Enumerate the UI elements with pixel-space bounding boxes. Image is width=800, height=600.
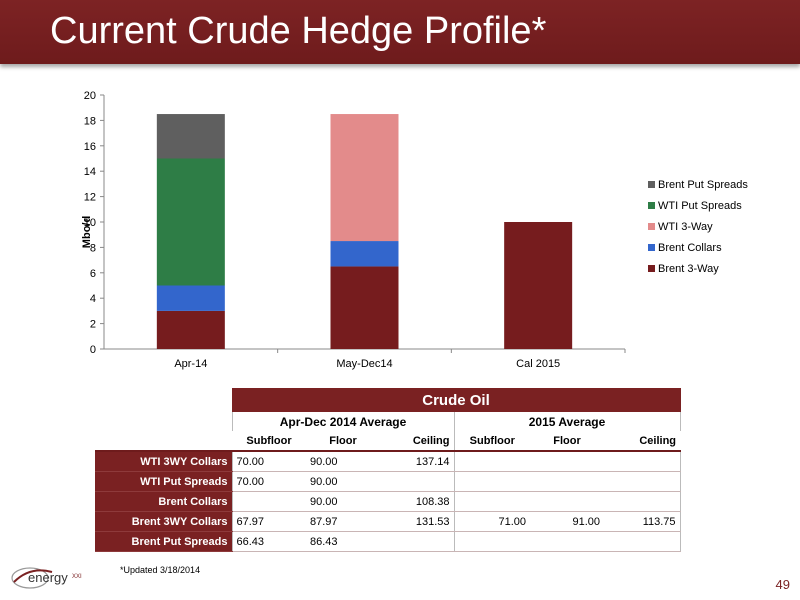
y-tick-label: 4: [90, 293, 96, 305]
legend-label: WTI 3-Way: [658, 221, 713, 233]
table-cell: 90.00: [306, 491, 380, 512]
table-cell: [454, 451, 530, 472]
subheader: Ceiling: [380, 431, 455, 452]
table-cell: 70.00: [231, 471, 306, 492]
table-row: Brent Put Spreads 66.43 86.43: [95, 531, 681, 552]
table-cell: [530, 491, 604, 512]
chart-legend: Brent Put Spreads WTI Put Spreads WTI 3-Wa…: [648, 179, 748, 275]
row-label: Brent Collars: [95, 491, 232, 512]
table-cell: 90.00: [306, 451, 380, 472]
table-corner: [95, 388, 232, 412]
subheader: Floor: [530, 431, 604, 452]
legend-label: Brent 3-Way: [658, 263, 719, 275]
group-header-2014: Apr-Dec 2014 Average: [231, 411, 455, 431]
subheader: Ceiling: [604, 431, 681, 452]
table-cell: 71.00: [454, 511, 530, 532]
table-cell: [380, 471, 455, 492]
table-cell: 90.00: [306, 471, 380, 492]
table-cell: 137.14: [380, 451, 455, 472]
row-label: Brent Put Spreads: [95, 531, 232, 552]
y-tick-label: 8: [90, 242, 96, 254]
bar-segment: [330, 266, 399, 349]
y-tick-label: 12: [84, 192, 96, 204]
table-body: WTI 3WY Collars 70.00 90.00 137.14 WTI Put S…: [95, 451, 681, 552]
y-tick-label: 10: [84, 217, 96, 229]
bar-segment: [330, 241, 399, 267]
energy-xxi-logo: energy XXI: [11, 567, 82, 589]
y-axis-title: Mbo/d: [81, 216, 93, 248]
table-cell: [604, 531, 681, 552]
bar-segment: [504, 222, 573, 349]
chart-bars: [156, 114, 573, 349]
row-label: WTI 3WY Collars: [95, 451, 232, 472]
table-cell: [454, 491, 530, 512]
subheader: Floor: [306, 431, 380, 452]
logo-text: energy: [28, 570, 68, 585]
table-cell: 86.43: [306, 531, 380, 552]
table-cell: [380, 531, 455, 552]
crude-oil-table: Crude Oil Apr-Dec 2014 Average 2015 Aver…: [95, 388, 681, 552]
y-tick-label: 18: [84, 115, 96, 127]
page-number: 49: [775, 577, 790, 592]
table-cell: [454, 531, 530, 552]
logo-suffix: XXI: [72, 574, 82, 580]
legend-swatch: [648, 244, 655, 251]
row-label: Brent 3WY Collars: [95, 511, 232, 532]
table-cell: 108.38: [380, 491, 455, 512]
bar-segment: [156, 158, 225, 286]
table-cell: [231, 491, 306, 512]
subheader: Subfloor: [232, 431, 306, 452]
crude-oil-table-wrapper: Crude Oil Apr-Dec 2014 Average 2015 Aver…: [95, 388, 681, 552]
table-cell: [604, 471, 681, 492]
table-row: WTI Put Spreads 70.00 90.00: [95, 471, 681, 492]
y-tick-label: 0: [90, 344, 96, 356]
title-bar: Current Crude Hedge Profile*: [0, 0, 800, 64]
table-cell: 87.97: [306, 511, 380, 532]
stacked-bar-chart: 0 2 4 6 8 10 12 14 16 18 20 Mbo/d Apr-14 May-Dec14 Cal…: [81, 90, 748, 370]
legend-label: Brent Put Spreads: [658, 179, 748, 191]
row-label: WTI Put Spreads: [95, 471, 232, 492]
x-tick-label: Apr-14: [174, 358, 207, 370]
bar-segment: [156, 310, 225, 349]
table-cell: 113.75: [604, 511, 681, 532]
table-cell: 67.97: [231, 511, 306, 532]
slide-title: Current Crude Hedge Profile*: [50, 10, 547, 52]
logo-swoosh-icon: [11, 567, 49, 589]
bar-segment: [156, 285, 225, 311]
group-header-2015: 2015 Average: [453, 411, 681, 431]
y-tick-label: 2: [90, 319, 96, 331]
bar-segment: [156, 114, 225, 159]
y-tick-label: 14: [84, 166, 96, 178]
table-row: Brent 3WY Collars 67.97 87.97 131.53 71.00 91…: [95, 511, 681, 532]
table-cell: [604, 451, 681, 472]
legend-swatch: [648, 265, 655, 272]
table-title: Crude Oil: [231, 388, 681, 412]
table-row: WTI 3WY Collars 70.00 90.00 137.14: [95, 451, 681, 472]
y-tick-label: 20: [84, 90, 96, 102]
table-cell: [530, 531, 604, 552]
table-cell: [530, 451, 604, 472]
y-tick-label: 16: [84, 141, 96, 153]
table-cell: 70.00: [231, 451, 306, 472]
legend-swatch: [648, 223, 655, 230]
table-row: Brent Collars 90.00 108.38: [95, 491, 681, 512]
table-cell: [530, 471, 604, 492]
x-tick-label: May-Dec14: [336, 358, 392, 370]
legend-label: Brent Collars: [658, 242, 722, 254]
legend-swatch: [648, 181, 655, 188]
legend-label: WTI Put Spreads: [658, 200, 742, 212]
y-tick-label: 6: [90, 268, 96, 280]
x-tick-label: Cal 2015: [516, 358, 560, 370]
subheader: Subfloor: [454, 431, 530, 452]
chart-axes: 0 2 4 6 8 10 12 14 16 18 20 Mbo/d Apr-14 May-Dec14 Cal…: [81, 90, 626, 370]
bar-segment: [330, 114, 399, 242]
logo-arc-icon: [13, 569, 53, 583]
table-cell: 66.43: [231, 531, 306, 552]
footnote: *Updated 3/18/2014: [120, 565, 201, 575]
table-cell: 131.53: [380, 511, 455, 532]
table-cell: [454, 471, 530, 492]
table-cell: 91.00: [530, 511, 604, 532]
table-cell: [604, 491, 681, 512]
legend-swatch: [648, 202, 655, 209]
